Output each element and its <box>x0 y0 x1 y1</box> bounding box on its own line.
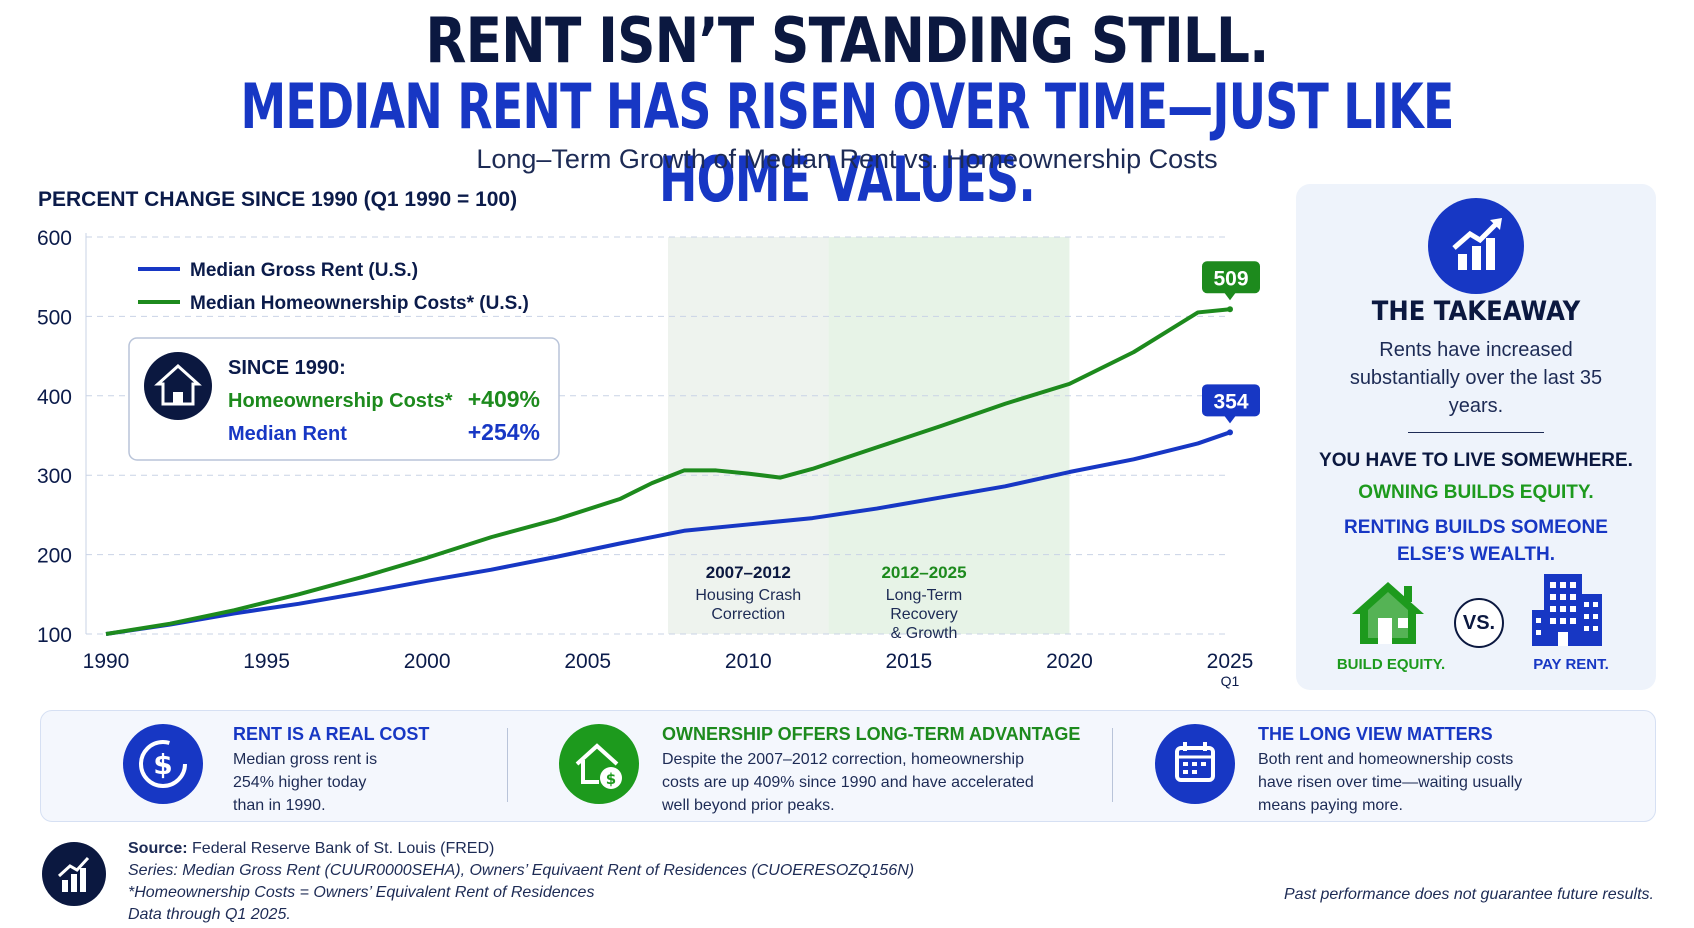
disclaimer: Past performance does not guarantee futu… <box>1284 886 1654 903</box>
summary-row-value: +409% <box>468 386 540 412</box>
end-label-pointer <box>1224 415 1236 424</box>
pay-rent-label: PAY RENT. <box>1533 656 1609 673</box>
series-line-0 <box>105 430 1231 636</box>
end-label: 509 <box>1213 267 1248 290</box>
summary-row-label: Median Rent <box>228 423 347 445</box>
y-tick-label: 600 <box>37 227 72 250</box>
apartment-building-icon <box>1528 570 1608 655</box>
x-tick-label: 1990 <box>83 650 130 673</box>
card-divider <box>507 728 508 802</box>
x-tick-label: 2020 <box>1046 650 1093 673</box>
card-title-rent: RENT IS A REAL COST <box>233 724 430 744</box>
source-note: *Homeownership Costs = Owners’ Equivalen… <box>128 884 595 901</box>
title-line-2: MEDIAN RENT HAS RISEN OVER TIME—JUST LIK… <box>240 70 1454 216</box>
end-label-box <box>1202 261 1260 294</box>
card-title-ownership: OWNERSHIP OFFERS LONG-TERM ADVANTAGE <box>662 724 1081 744</box>
takeaway-text: Rents have increased substantially over … <box>1349 339 1603 417</box>
summary-row-label: Homeownership Costs* <box>228 390 453 412</box>
x-tick-sublabel: Q1 <box>1221 673 1240 689</box>
card-title-long-view: THE LONG VIEW MATTERS <box>1258 724 1493 744</box>
vs-badge: VS. <box>1454 598 1504 648</box>
summary-heading: SINCE 1990: <box>228 357 346 379</box>
source-series: Series: Median Gross Rent (CUUR0000SEHA)… <box>128 862 915 879</box>
source-line: Source: Federal Reserve Bank of St. Loui… <box>128 840 495 857</box>
y-tick-label: 300 <box>37 465 72 488</box>
summary-box <box>128 337 560 461</box>
x-tick-label: 2010 <box>725 650 772 673</box>
region-label: & Growth <box>891 625 958 642</box>
series-end-point <box>1227 306 1233 313</box>
region-title: 2012–2025 <box>881 563 966 582</box>
dollar-cycle-icon: $ <box>123 724 203 804</box>
house-icon-door <box>173 392 183 404</box>
end-label-pointer <box>1224 292 1236 301</box>
region-label: Correction <box>711 606 785 623</box>
card-text-rent: Median gross rent is 254% higher today tha… <box>233 751 378 814</box>
y-axis-label: PERCENT CHANGE SINCE 1990 (Q1 1990 = 100… <box>38 188 518 211</box>
house-dollar-icon: $ <box>559 724 639 804</box>
svg-text:$: $ <box>153 748 172 781</box>
subtitle: Long–Term Growth of Median Rent vs. Home… <box>476 144 1218 174</box>
info-cards <box>40 710 1656 822</box>
calendar-icon <box>1155 724 1235 804</box>
takeaway-line-1: YOU HAVE TO LIVE SOMEWHERE. <box>1319 450 1633 471</box>
end-label: 354 <box>1213 390 1248 413</box>
shaded-region-0 <box>668 237 829 634</box>
region-label: Long-Term <box>886 587 962 604</box>
x-tick-label: 2025 <box>1207 650 1254 673</box>
card-text-long-view: Both rent and homeownership costs have ri… <box>1258 751 1523 814</box>
y-tick-label: 100 <box>37 624 72 647</box>
region-label: Housing Crash <box>695 587 801 604</box>
source-chart-icon <box>42 842 106 906</box>
svg-text:$: $ <box>606 770 616 788</box>
x-tick-label: 2015 <box>885 650 932 673</box>
series-line-1 <box>105 307 1231 636</box>
summary-row-value: +254% <box>468 419 540 445</box>
y-tick-label: 200 <box>37 545 72 568</box>
x-tick-label: 2000 <box>404 650 451 673</box>
source-through: Data through Q1 2025. <box>128 906 291 923</box>
green-house-icon <box>1348 578 1428 653</box>
card-text-ownership: Despite the 2007–2012 correction, homeow… <box>662 751 1034 814</box>
legend-entry: Median Gross Rent (U.S.) <box>190 260 418 281</box>
end-label-box <box>1202 384 1260 417</box>
y-tick-label: 500 <box>37 306 72 329</box>
build-equity-label: BUILD EQUITY. <box>1336 656 1446 673</box>
takeaway-line-2: OWNING BUILDS EQUITY. <box>1358 482 1594 503</box>
takeaway-divider <box>1408 432 1544 433</box>
house-icon <box>144 352 212 420</box>
takeaway-title: THE TAKEAWAY <box>1371 296 1581 327</box>
shaded-region-1 <box>828 237 1070 634</box>
title-line-1: RENT ISN’T STANDING STILL. <box>425 4 1269 77</box>
takeaway-line-3: RENTING BUILDS SOMEONE ELSE’S WEALTH. <box>1344 517 1608 565</box>
series-end-point <box>1227 429 1233 436</box>
growth-chart-icon <box>1428 198 1524 294</box>
region-label: Recovery <box>890 606 958 623</box>
card-divider <box>1112 728 1113 802</box>
legend-entry: Median Homeownership Costs* (U.S.) <box>190 293 529 314</box>
y-tick-label: 400 <box>37 386 72 409</box>
region-title: 2007–2012 <box>706 563 791 582</box>
x-tick-label: 2005 <box>564 650 611 673</box>
x-tick-label: 1995 <box>243 650 290 673</box>
